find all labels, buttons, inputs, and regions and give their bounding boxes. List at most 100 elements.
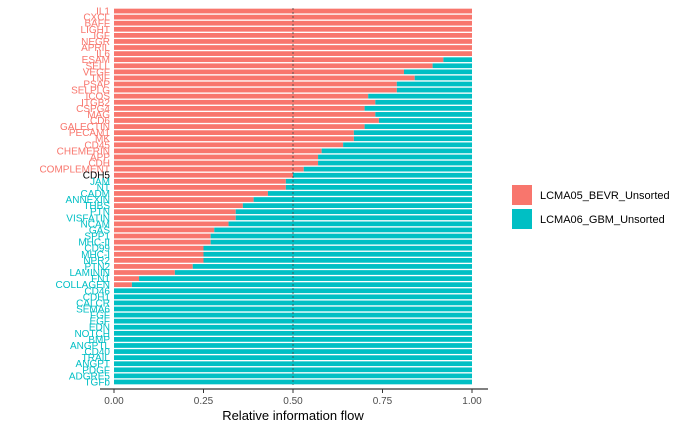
bar-LCMA05_BEVR_Unsorted-APP bbox=[114, 154, 319, 160]
bar-LCMA06_GBM_Unsorted-CD99 bbox=[203, 245, 472, 251]
y-tick-label: CSPG4 bbox=[76, 104, 110, 115]
y-tick-label: LIGHT bbox=[81, 25, 110, 36]
bar-LCMA06_GBM_Unsorted-COMPLEMENT bbox=[303, 166, 472, 172]
bar-LCMA06_GBM_Unsorted-PSAP bbox=[396, 81, 472, 87]
y-tick-label: SPP1 bbox=[84, 232, 110, 243]
y-tick-label: PSAP bbox=[83, 80, 110, 91]
bar-LCMA06_GBM_Unsorted-MHC-II bbox=[210, 239, 472, 245]
bar-LCMA05_BEVR_Unsorted-PECAM1 bbox=[114, 130, 354, 136]
y-tick-label: EGF bbox=[89, 317, 110, 328]
bar-LCMA06_GBM_Unsorted-CDH bbox=[318, 160, 472, 166]
bar-LCMA06_GBM_Unsorted-NCAM bbox=[228, 221, 472, 227]
legend-swatch bbox=[512, 209, 532, 229]
y-tick-label: NEGR bbox=[81, 37, 110, 48]
bar-LCMA06_GBM_Unsorted-MHC-I bbox=[203, 251, 472, 257]
y-tick-label: IL6 bbox=[96, 49, 110, 60]
x-tick-label: 0.00 bbox=[104, 396, 124, 407]
bar-LCMA05_BEVR_Unsorted-GALECTIN bbox=[114, 124, 365, 129]
bar-LCMA05_BEVR_Unsorted-ICOS bbox=[114, 93, 369, 99]
bar-LCMA05_BEVR_Unsorted-NPR2 bbox=[114, 257, 204, 263]
legend: LCMA05_BEVR_Unsorted LCMA06_GBM_Unsorted bbox=[512, 185, 670, 229]
y-tick-label: APRIL bbox=[81, 43, 110, 54]
y-tick-label: GAS bbox=[89, 225, 110, 236]
bar-LCMA05_BEVR_Unsorted-CSPG4 bbox=[114, 105, 365, 111]
bar-LCMA05_BEVR_Unsorted-BAFF bbox=[114, 20, 472, 26]
bar-LCMA06_GBM_Unsorted-ESAM bbox=[443, 57, 472, 63]
bar-LCMA06_GBM_Unsorted-COLLAGEN bbox=[131, 282, 472, 288]
x-axis-title: Relative information flow bbox=[222, 408, 364, 423]
bar-LCMA05_BEVR_Unsorted-CDH5 bbox=[114, 172, 293, 178]
y-tick-label: IGF bbox=[93, 31, 110, 42]
y-tick-label: PDGF bbox=[82, 365, 110, 376]
y-tick-label: CDH1 bbox=[83, 292, 111, 303]
y-tick-label: CD46 bbox=[84, 286, 110, 297]
bar-LCMA06_GBM_Unsorted-FN1 bbox=[139, 276, 472, 281]
bar-LCMA05_BEVR_Unsorted-MHC-II bbox=[114, 239, 211, 245]
y-tick-label: ANGPT bbox=[76, 359, 110, 370]
y-tick-label: ADGRE5 bbox=[69, 371, 111, 382]
legend-swatch bbox=[512, 185, 532, 205]
bar-LCMA05_BEVR_Unsorted-CHEMERIN bbox=[114, 148, 322, 154]
bar-LCMA05_BEVR_Unsorted-VISFATIN bbox=[114, 215, 236, 221]
bar-LCMA05_BEVR_Unsorted-VEGF bbox=[114, 69, 404, 75]
y-tick-label: FGF bbox=[90, 311, 110, 322]
bar-LCMA05_BEVR_Unsorted-COMPLEMENT bbox=[114, 166, 304, 172]
bar-LCMA06_GBM_Unsorted-CD6 bbox=[378, 118, 472, 123]
bar-LCMA05_BEVR_Unsorted-CDH bbox=[114, 160, 319, 166]
bar-LCMA05_BEVR_Unsorted-PTN2 bbox=[114, 264, 193, 269]
x-tick-label: 0.50 bbox=[283, 396, 303, 407]
y-tick-label: JAM bbox=[90, 177, 110, 188]
bar-LCMA05_BEVR_Unsorted-CD99 bbox=[114, 245, 204, 251]
y-tick-label: NT bbox=[97, 183, 110, 194]
y-tick-label: CADM bbox=[81, 189, 110, 200]
bar-LCMA05_BEVR_Unsorted-CD6 bbox=[114, 118, 379, 123]
y-tick-label: BAFF bbox=[84, 19, 110, 30]
y-tick-label: IL1 bbox=[96, 7, 110, 18]
y-tick-label: CHEMERIN bbox=[57, 146, 110, 157]
y-tick-label: COLLAGEN bbox=[56, 280, 110, 291]
y-tick-label: NCAM bbox=[81, 219, 110, 230]
y-tick-label: PECAM1 bbox=[69, 128, 111, 139]
x-tick-label: 0.25 bbox=[194, 396, 214, 407]
y-tick-label: TRAIL bbox=[82, 353, 111, 364]
y-tick-label: PTN2 bbox=[84, 262, 110, 273]
bar-LCMA05_BEVR_Unsorted-TNF bbox=[114, 75, 415, 81]
y-tick-label: CD6 bbox=[90, 116, 110, 127]
bar-LCMA06_GBM_Unsorted-MK bbox=[353, 136, 472, 142]
y-tick-label: CALCR bbox=[76, 298, 110, 309]
bar-LCMA05_BEVR_Unsorted-MK bbox=[114, 136, 354, 142]
legend-label: LCMA06_GBM_Unsorted bbox=[540, 214, 665, 226]
bar-LCMA05_BEVR_Unsorted-ANNEXIN bbox=[114, 197, 254, 202]
y-tick-label: GALECTIN bbox=[60, 122, 110, 133]
y-tick-label: CDH bbox=[88, 159, 110, 170]
y-tick-label: FN1 bbox=[91, 274, 110, 285]
y-tick-label: NPR2 bbox=[83, 256, 110, 267]
bar-LCMA05_BEVR_Unsorted-COLLAGEN bbox=[114, 282, 132, 288]
y-axis-labels: IL1CXCLBAFFLIGHTIGFNEGRAPRILIL6ESAMSELLV… bbox=[39, 7, 110, 389]
bar-LCMA05_BEVR_Unsorted-ESAM bbox=[114, 57, 444, 63]
y-tick-label: VISFATIN bbox=[66, 213, 110, 224]
bar-LCMA06_GBM_Unsorted-ITGB2 bbox=[375, 99, 472, 105]
bar-LCMA06_GBM_Unsorted-EDN bbox=[114, 324, 472, 330]
bar-LCMA05_BEVR_Unsorted-NT bbox=[114, 185, 286, 190]
y-tick-label: ANGPTL bbox=[70, 341, 110, 352]
bar-LCMA06_GBM_Unsorted-APP bbox=[318, 154, 472, 160]
bar-LCMA06_GBM_Unsorted-ANGPT bbox=[114, 361, 472, 367]
y-tick-label: ESAM bbox=[82, 55, 110, 66]
bar-LCMA05_BEVR_Unsorted-APRIL bbox=[114, 45, 472, 50]
bar-LCMA06_GBM_Unsorted-CD46 bbox=[114, 288, 472, 294]
bar-LCMA05_BEVR_Unsorted-SPP1 bbox=[114, 233, 211, 239]
bar-LCMA06_GBM_Unsorted-GAS bbox=[214, 227, 473, 233]
bar-LCMA06_GBM_Unsorted-GALECTIN bbox=[364, 124, 472, 129]
y-tick-label: SEMA6 bbox=[76, 304, 110, 315]
bar-LCMA05_BEVR_Unsorted-PSAP bbox=[114, 81, 397, 87]
bar-LCMA06_GBM_Unsorted-LAMININ bbox=[174, 270, 473, 275]
bar-LCMA06_GBM_Unsorted-ICOS bbox=[368, 93, 472, 99]
y-tick-label: MHC-II bbox=[78, 238, 110, 249]
y-tick-label: APP bbox=[90, 152, 110, 163]
y-tick-label: MHC-I bbox=[81, 250, 110, 261]
y-tick-label: ICOS bbox=[86, 92, 111, 103]
x-axis: 0.00 0.25 0.50 0.75 1.00 bbox=[100, 388, 488, 407]
y-tick-label: LAMININ bbox=[69, 268, 110, 279]
